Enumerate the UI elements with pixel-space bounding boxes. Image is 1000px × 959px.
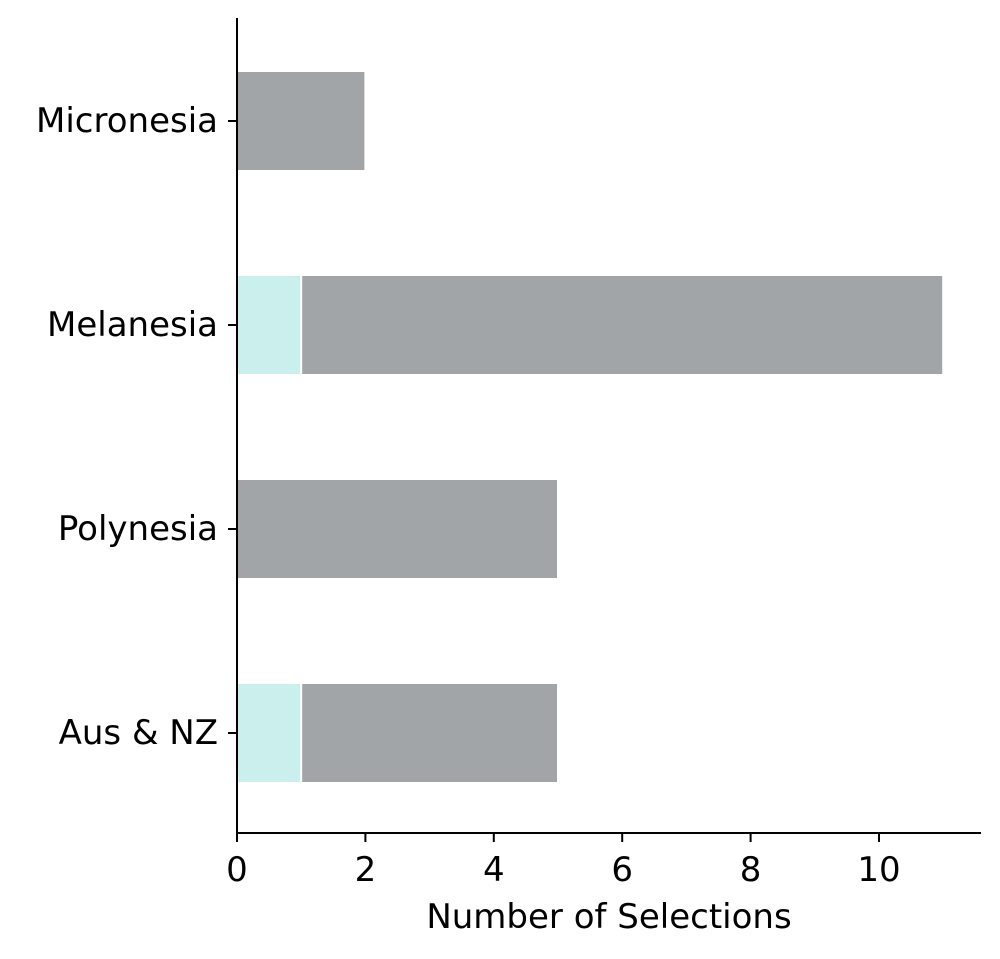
- x-axis-title: Number of Selections: [426, 897, 791, 937]
- y-tick-label: Aus & NZ: [59, 713, 218, 753]
- bar-1-series-1: [300, 274, 945, 376]
- bar-2-series-1: [236, 478, 559, 580]
- bar-0-series-1: [236, 70, 367, 172]
- bars-group: [236, 70, 945, 784]
- bar-3-series-0: [236, 682, 303, 784]
- x-tick-label: 8: [740, 850, 762, 890]
- x-ticks: 0 2 4 6 8 10: [226, 833, 901, 890]
- bar-3-series-1: [300, 682, 559, 784]
- x-tick-label: 2: [355, 850, 377, 890]
- x-tick-label: 10: [857, 850, 900, 890]
- bar-1-series-0: [236, 274, 303, 376]
- x-tick-label: 6: [611, 850, 633, 890]
- x-tick-label: 0: [226, 850, 248, 890]
- y-tick-label: Micronesia: [36, 101, 218, 141]
- y-ticks: Micronesia Melanesia Polynesia Aus & NZ: [36, 101, 237, 753]
- x-tick-label: 4: [483, 850, 505, 890]
- y-tick-label: Polynesia: [58, 509, 218, 549]
- y-tick-label: Melanesia: [47, 305, 218, 345]
